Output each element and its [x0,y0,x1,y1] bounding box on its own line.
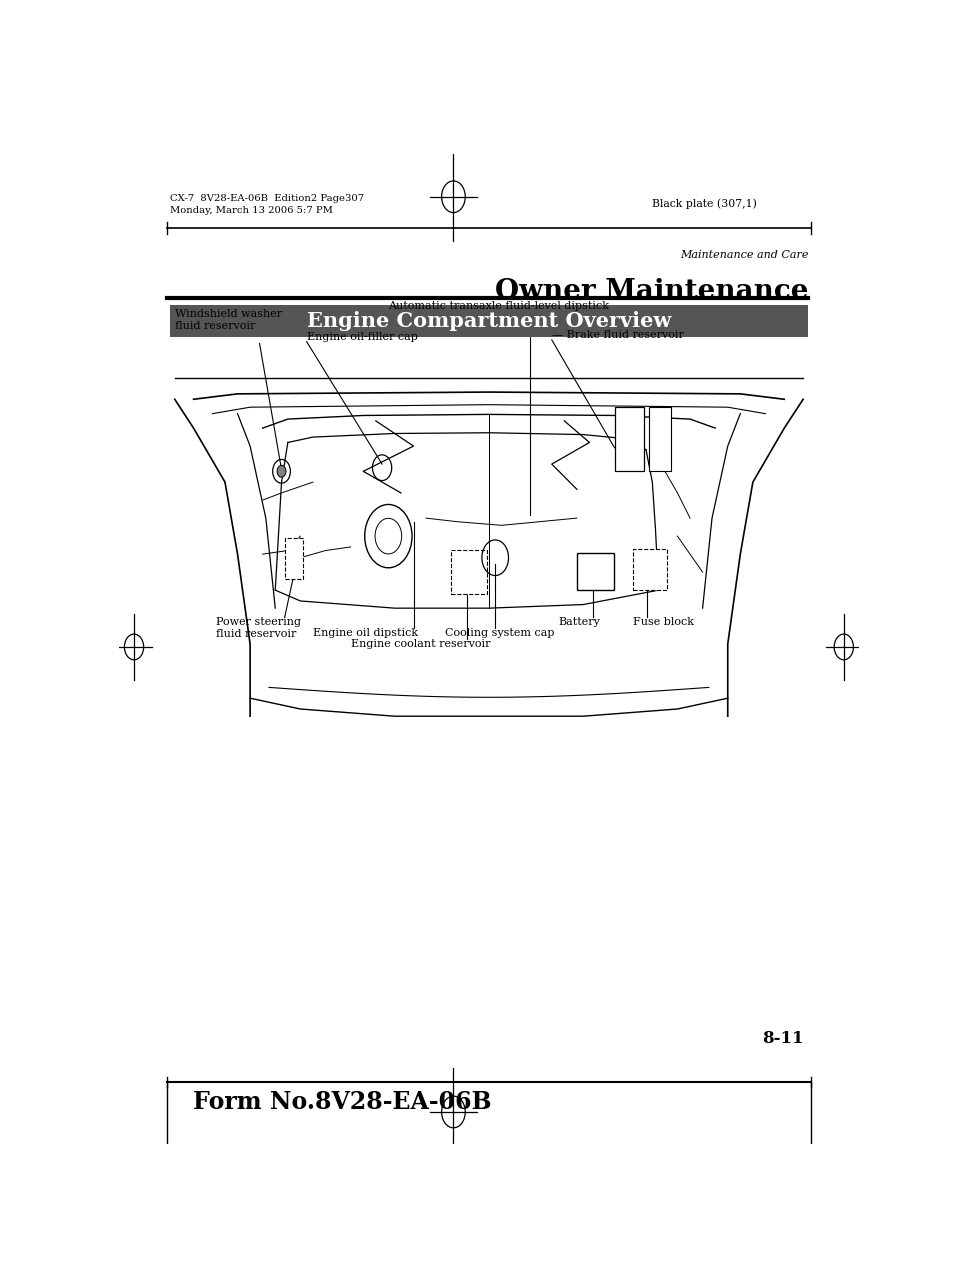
Text: Owner Maintenance: Owner Maintenance [495,278,807,305]
Text: Power steering
fluid reservoir: Power steering fluid reservoir [215,617,300,639]
Text: Form No.8V28-EA-06B: Form No.8V28-EA-06B [193,1090,491,1114]
Text: Maintenance and Care: Maintenance and Care [679,251,807,260]
Bar [633,549,666,590]
Text: Automatic transaxle fluid-level dipstick: Automatic transaxle fluid-level dipstick [388,301,609,311]
Text: Engine oil-filler cap: Engine oil-filler cap [306,332,417,342]
Bar [451,550,486,594]
Text: Fuse block: Fuse block [633,617,694,627]
Bar [648,407,671,472]
Text: Monday, March 13 2006 5:7 PM: Monday, March 13 2006 5:7 PM [170,206,332,215]
Bar [614,407,643,472]
Text: Cooling system cap: Cooling system cap [444,628,554,637]
Bar [170,305,807,337]
Text: Engine Compartment Overview: Engine Compartment Overview [307,311,670,332]
Text: Windshield washer
fluid reservoir: Windshield washer fluid reservoir [174,310,281,330]
Text: — Brake fluid reservoir: — Brake fluid reservoir [551,330,683,339]
Text: Engine coolant reservoir: Engine coolant reservoir [351,639,490,649]
Bar [577,553,613,590]
Circle shape [276,465,286,477]
Bar [284,538,303,580]
Text: 8-11: 8-11 [760,1029,802,1047]
Text: Battery: Battery [558,617,599,627]
Text: Engine oil dipstick: Engine oil dipstick [313,628,417,637]
Text: Black plate (307,1): Black plate (307,1) [651,199,756,209]
Text: CX-7  8V28-EA-06B  Edition2 Page307: CX-7 8V28-EA-06B Edition2 Page307 [170,194,363,203]
